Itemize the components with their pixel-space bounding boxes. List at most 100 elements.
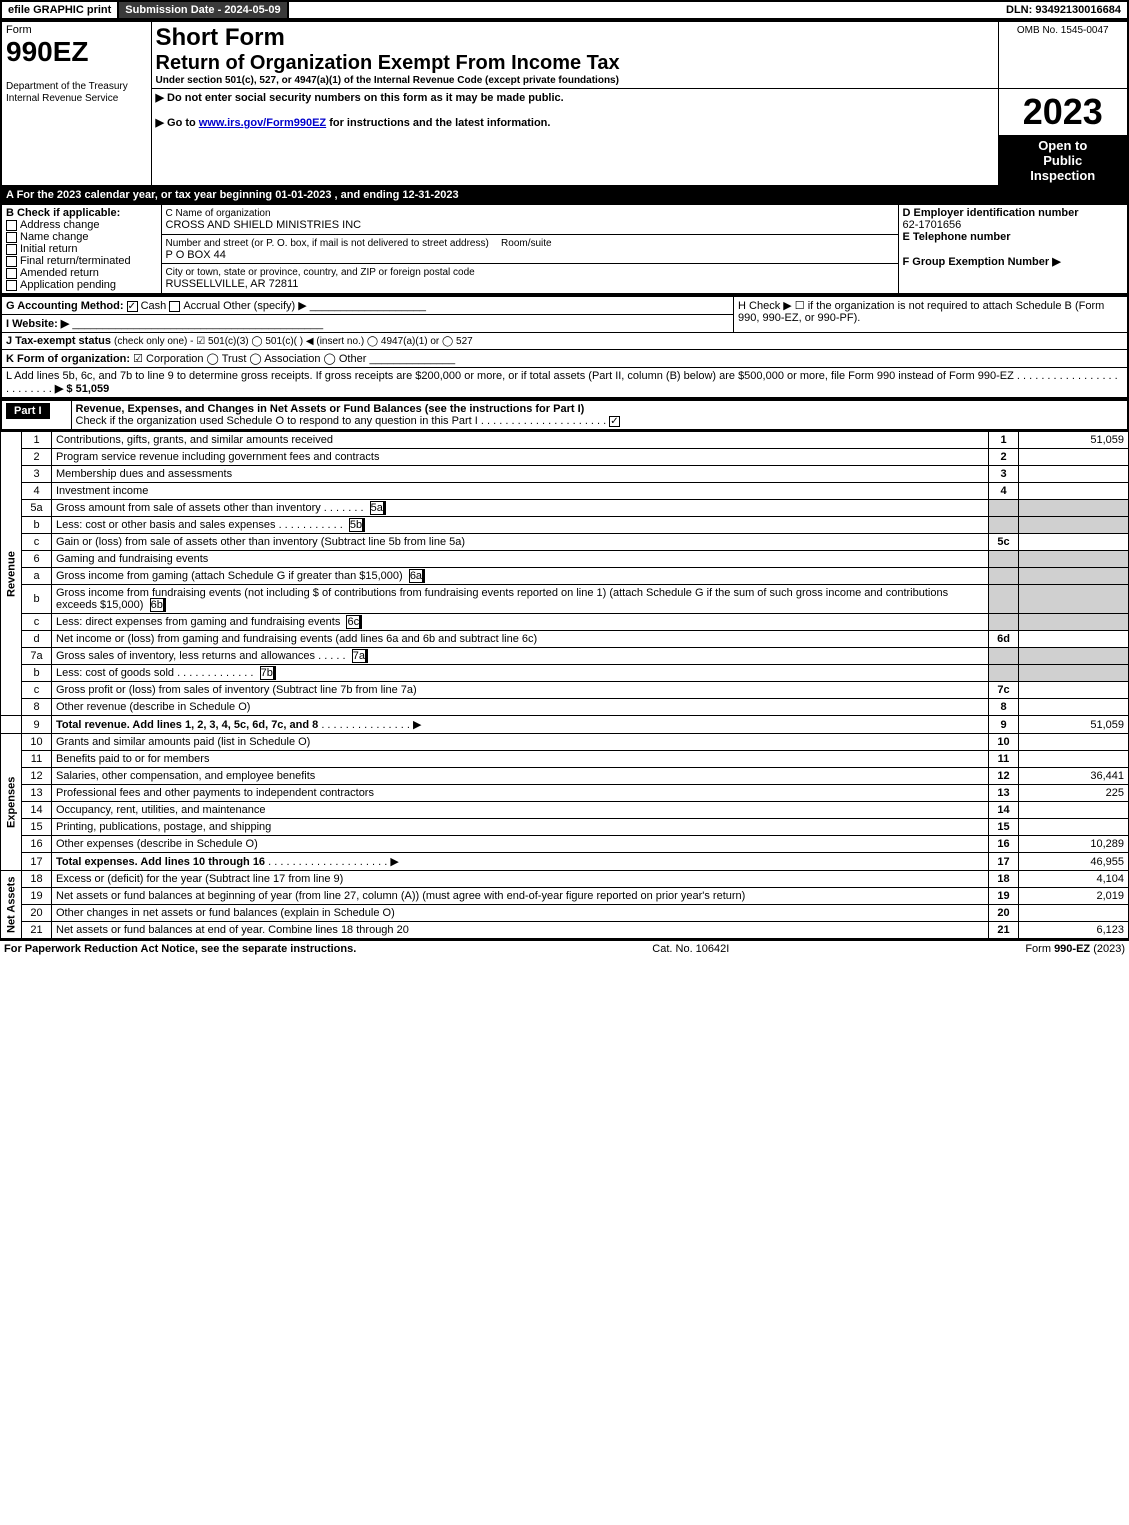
line-5a: Gross amount from sale of assets other t…: [56, 502, 321, 514]
line-14: Occupancy, rent, utilities, and maintena…: [52, 802, 989, 819]
line-21: Net assets or fund balances at end of ye…: [52, 922, 989, 939]
efile-label: efile GRAPHIC print: [2, 2, 119, 18]
org-name: CROSS AND SHIELD MINISTRIES INC: [166, 219, 362, 231]
line-5c: Gain or (loss) from sale of assets other…: [52, 534, 989, 551]
line-1: Contributions, gifts, grants, and simila…: [52, 432, 989, 449]
chk-amended[interactable]: [6, 268, 17, 279]
part1-header: Part I Revenue, Expenses, and Changes in…: [0, 399, 1129, 431]
addr-header: Number and street (or P. O. box, if mail…: [166, 238, 489, 249]
line-16: Other expenses (describe in Schedule O): [52, 836, 989, 853]
amt-21: 6,123: [1019, 922, 1129, 939]
line-19: Net assets or fund balances at beginning…: [52, 888, 989, 905]
warning: ▶ Do not enter social security numbers o…: [156, 92, 564, 104]
line-12: Salaries, other compensation, and employ…: [52, 768, 989, 785]
expenses-label: Expenses: [1, 734, 22, 871]
line-5b: Less: cost or other basis and sales expe…: [56, 519, 276, 531]
l-amount: ▶ $ 51,059: [55, 383, 109, 395]
j-options: (check only one) ‑ ☑ 501(c)(3) ◯ 501(c)(…: [114, 336, 473, 347]
line-13: Professional fees and other payments to …: [52, 785, 989, 802]
amt-12: 36,441: [1019, 768, 1129, 785]
k-label: K Form of organization:: [6, 353, 130, 365]
part1-grid: Revenue 1Contributions, gifts, grants, a…: [0, 431, 1129, 939]
dept: Department of the Treasury: [6, 81, 128, 92]
chk-pending[interactable]: [6, 280, 17, 291]
chk-cash[interactable]: [127, 301, 138, 312]
line-17: Total expenses. Add lines 10 through 16: [56, 856, 265, 868]
form-number: 990EZ: [6, 36, 89, 67]
amt-17: 46,955: [1019, 853, 1129, 871]
entity-block: B Check if applicable: Address change Na…: [0, 203, 1129, 295]
line-7b: Less: cost of goods sold: [56, 667, 174, 679]
amt-13: 225: [1019, 785, 1129, 802]
goto-link[interactable]: www.irs.gov/Form990EZ: [199, 117, 326, 129]
l-text: L Add lines 5b, 6c, and 7b to line 9 to …: [6, 370, 1014, 382]
part1-sub: Check if the organization used Schedule …: [76, 415, 478, 427]
goto-tail: for instructions and the latest informat…: [326, 117, 550, 129]
city-header: City or town, state or province, country…: [166, 267, 475, 278]
dln: DLN: 93492130016684: [1000, 2, 1127, 18]
amt-9: 51,059: [1019, 716, 1129, 734]
part1-title: Revenue, Expenses, and Changes in Net As…: [76, 403, 585, 415]
line-3: Membership dues and assessments: [52, 466, 989, 483]
amt-16: 10,289: [1019, 836, 1129, 853]
line-15: Printing, publications, postage, and shi…: [52, 819, 989, 836]
tax-year: 2023: [1023, 91, 1103, 132]
line-6c: Less: direct expenses from gaming and fu…: [56, 616, 340, 628]
ghijkl-block: G Accounting Method: Cash Accrual Other …: [0, 295, 1129, 399]
c-header: C Name of organization: [166, 208, 271, 219]
chk-accrual[interactable]: [169, 301, 180, 312]
k-options: ☑ Corporation ◯ Trust ◯ Association ◯ Ot…: [133, 353, 366, 365]
street-address: P O BOX 44: [166, 249, 226, 261]
form-word: Form: [6, 24, 32, 36]
amt-1: 51,059: [1019, 432, 1129, 449]
b-header: B Check if applicable:: [6, 207, 120, 219]
i-label: I Website: ▶: [6, 318, 69, 330]
return-title: Return of Organization Exempt From Incom…: [156, 52, 994, 75]
room-header: Room/suite: [501, 238, 552, 249]
revenue-label: Revenue: [1, 432, 22, 716]
chk-initial-return[interactable]: [6, 244, 17, 255]
line-4: Investment income: [52, 483, 989, 500]
line-7a: Gross sales of inventory, less returns a…: [56, 650, 315, 662]
header-bar: efile GRAPHIC print Submission Date - 20…: [0, 0, 1129, 20]
line-11: Benefits paid to or for members: [52, 751, 989, 768]
amt-18: 4,104: [1019, 871, 1129, 888]
chk-final-return[interactable]: [6, 256, 17, 267]
other-specify: Other (specify) ▶: [223, 300, 307, 312]
chk-name-change[interactable]: [6, 232, 17, 243]
section-a: A For the 2023 calendar year, or tax yea…: [0, 187, 1129, 203]
city-state-zip: RUSSELLVILLE, AR 72811: [166, 278, 299, 290]
line-10: Grants and similar amounts paid (list in…: [52, 734, 989, 751]
d-header: D Employer identification number: [903, 207, 1079, 219]
part1-label: Part I: [6, 403, 50, 419]
j-label: J Tax-exempt status: [6, 335, 111, 347]
g-label: G Accounting Method:: [6, 300, 124, 312]
f-header: F Group Exemption Number ▶: [903, 256, 1061, 268]
irs: Internal Revenue Service: [6, 93, 118, 104]
omb: OMB No. 1545-0047: [1017, 25, 1109, 36]
line-18: Excess or (deficit) for the year (Subtra…: [52, 871, 989, 888]
footer: For Paperwork Reduction Act Notice, see …: [0, 939, 1129, 957]
submission-date: Submission Date - 2024-05-09: [119, 2, 288, 18]
line-9: Total revenue. Add lines 1, 2, 3, 4, 5c,…: [56, 719, 318, 731]
chk-schedule-o[interactable]: [609, 416, 620, 427]
net-assets-label: Net Assets: [1, 871, 22, 939]
goto-prefix: ▶ Go to: [156, 117, 199, 129]
line-7c: Gross profit or (loss) from sales of inv…: [52, 682, 989, 699]
short-form-title: Short Form: [156, 24, 994, 52]
line-8: Other revenue (describe in Schedule O): [52, 699, 989, 716]
footer-mid: Cat. No. 10642I: [652, 943, 729, 955]
line-6d: Net income or (loss) from gaming and fun…: [52, 631, 989, 648]
footer-left: For Paperwork Reduction Act Notice, see …: [4, 943, 356, 955]
amt-19: 2,019: [1019, 888, 1129, 905]
line-6a: Gross income from gaming (attach Schedul…: [56, 570, 403, 582]
line-6b: Gross income from fundraising events (no…: [56, 587, 948, 611]
title-block: Form 990EZ Department of the Treasury In…: [0, 20, 1129, 187]
chk-address-change[interactable]: [6, 220, 17, 231]
subtitle: Under section 501(c), 527, or 4947(a)(1)…: [156, 75, 619, 86]
open-to-public: Open toPublicInspection: [998, 136, 1128, 187]
line-6: Gaming and fundraising events: [52, 551, 989, 568]
line-20: Other changes in net assets or fund bala…: [52, 905, 989, 922]
ein: 62-1701656: [903, 219, 962, 231]
line-2: Program service revenue including govern…: [52, 449, 989, 466]
